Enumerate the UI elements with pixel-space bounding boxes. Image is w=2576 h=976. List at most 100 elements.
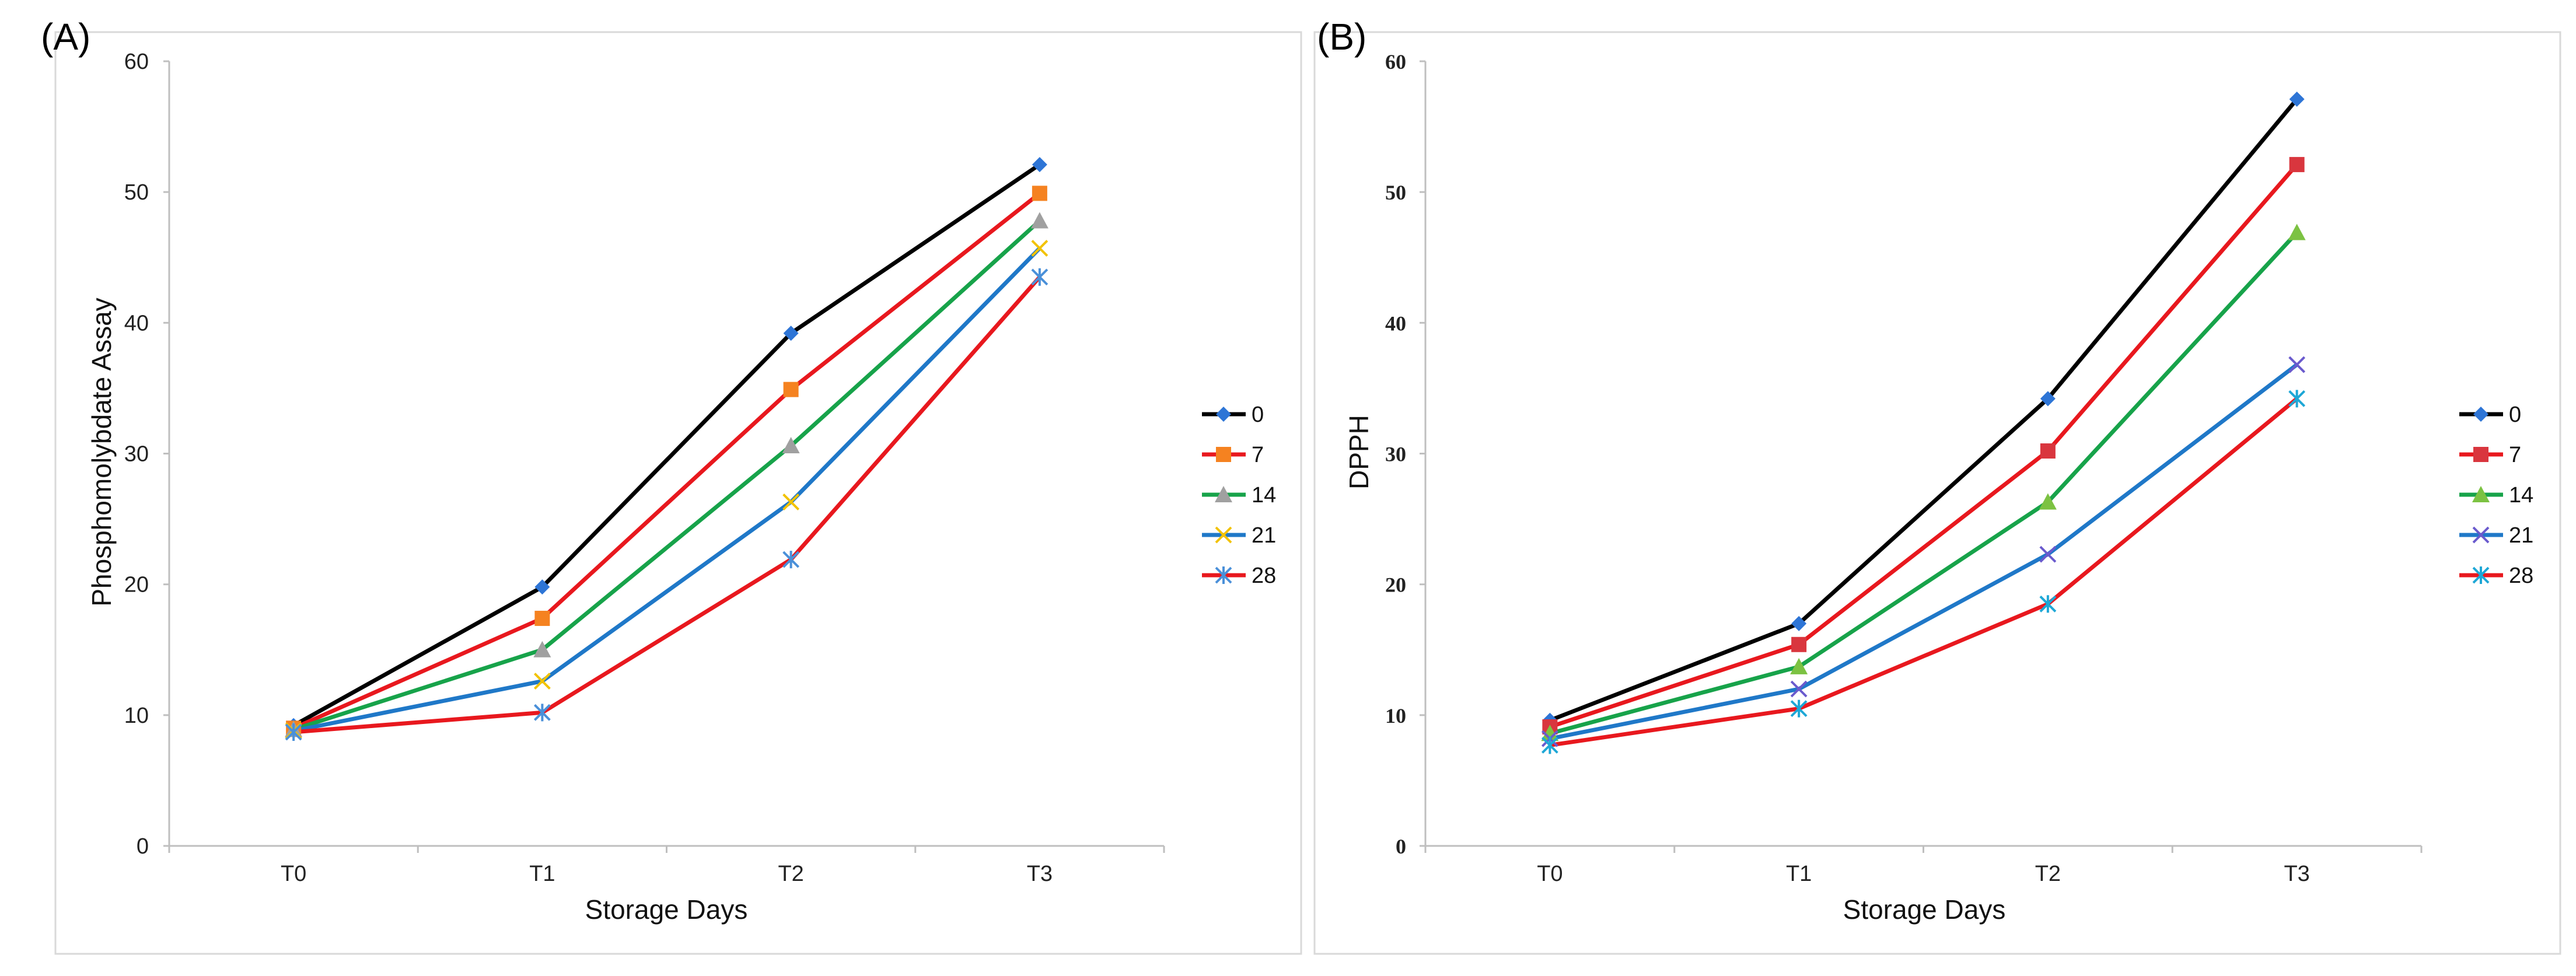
chart-b-series-line-7 xyxy=(1549,163,2299,729)
chart-b-point-21 xyxy=(2039,545,2057,563)
chart-a-y-tick-label: 50 xyxy=(124,180,149,205)
chart-a-xlabel: Storage Days xyxy=(585,894,748,925)
chart-b-y-tick-label: 30 xyxy=(1385,443,1406,466)
chart-b-point-21 xyxy=(1790,680,1808,698)
chart-a-series-line-14 xyxy=(293,219,1041,732)
panel-label-b: (B) xyxy=(1317,16,1366,58)
chart-a-y-tick-label: 10 xyxy=(124,704,149,728)
chart-b-point-21 xyxy=(2288,356,2306,373)
chart-b-legend-item-28: 28 xyxy=(2459,564,2533,588)
chart-a-markers xyxy=(285,157,1048,741)
chart-b-legend-marker xyxy=(2473,407,2488,422)
chart-b-lines xyxy=(1549,97,2299,747)
chart-a-axes: 0 10 20 30 40 50 60 T0 T1 T2 T3 xyxy=(124,50,1165,886)
chart-b-legend-item-14: 14 xyxy=(2459,483,2533,508)
chart-a-y-tick-label: 20 xyxy=(124,573,149,597)
chart-b-legend-item-7: 7 xyxy=(2459,443,2521,467)
chart-b-y-tick-label: 50 xyxy=(1385,181,1406,204)
chart-b-point-0 xyxy=(2289,92,2305,107)
chart-a-ylabel: Phosphomolybdate Assay xyxy=(86,298,117,606)
chart-b-markers xyxy=(1541,92,2306,754)
chart-a-legend-item-0: 0 xyxy=(1202,403,1264,427)
chart-a-legend: 0 7 14 21 28 xyxy=(1202,403,1276,588)
chart-b-frame xyxy=(1313,31,2561,955)
chart-b-legend-marker xyxy=(2473,447,2488,462)
chart-b-point-14 xyxy=(2039,493,2057,510)
chart-b-point-14 xyxy=(1790,657,1808,674)
chart-a-legend-label: 21 xyxy=(1252,523,1276,548)
chart-a-point-7 xyxy=(1032,186,1047,201)
chart-a-series-line-21 xyxy=(293,247,1041,733)
chart-b-legend-marker xyxy=(2472,566,2490,584)
chart-b-point-28 xyxy=(2288,390,2306,408)
chart-b-x-tick-label: T3 xyxy=(2284,862,2309,886)
chart-a-point-14 xyxy=(533,641,551,657)
chart-panel-a: (A) Phosphomolybdate Assay Storage Days … xyxy=(41,16,1302,955)
chart-b-y-tick-label: 20 xyxy=(1385,573,1406,597)
chart-panel-b: (B) DPPH Storage Days 0 10 20 30 40 50 60 T0 T1 T… xyxy=(1313,16,2561,955)
chart-a-legend-label: 7 xyxy=(1252,443,1264,467)
chart-a-x-tick-label: T0 xyxy=(281,862,306,886)
chart-b-y-tick-label: 60 xyxy=(1385,50,1406,74)
chart-b-point-0 xyxy=(2040,391,2056,407)
chart-b-series-line-14 xyxy=(1549,231,2299,736)
chart-a-point-21 xyxy=(1031,240,1048,257)
chart-a-point-28 xyxy=(1031,268,1048,286)
chart-a-point-0 xyxy=(783,326,799,341)
chart-b-legend: 0 7 14 21 28 xyxy=(2459,403,2533,588)
chart-a-legend-marker xyxy=(1216,447,1231,462)
panel-label-a: (A) xyxy=(41,16,90,58)
chart-a-point-7 xyxy=(534,610,550,626)
chart-a-point-28 xyxy=(533,704,551,722)
chart-b-x-tick-label: T2 xyxy=(2035,862,2061,886)
chart-b-series-line-21 xyxy=(1549,363,2298,741)
chart-b-point-7 xyxy=(2289,157,2305,173)
chart-b-legend-label: 0 xyxy=(2509,403,2521,427)
chart-b-point-14 xyxy=(2288,223,2306,240)
chart-a-legend-label: 0 xyxy=(1252,403,1264,427)
chart-b-point-7 xyxy=(2040,443,2056,459)
chart-b-xlabel: Storage Days xyxy=(1843,894,2006,925)
chart-b-point-0 xyxy=(1791,615,1807,631)
chart-b-point-28 xyxy=(1541,736,1558,754)
chart-b-point-14 xyxy=(1541,725,1559,741)
chart-b-point-7 xyxy=(1791,636,1807,652)
chart-a-point-21 xyxy=(533,673,551,690)
chart-b-legend-label: 14 xyxy=(2509,483,2533,508)
chart-a-series-line-0 xyxy=(292,163,1041,727)
chart-b-legend-marker xyxy=(2472,526,2490,544)
chart-b-point-28 xyxy=(1790,699,1808,718)
chart-b-legend-marker xyxy=(2472,486,2490,502)
chart-a-series-line-7 xyxy=(292,191,1041,730)
chart-b-axes: 0 10 20 30 40 50 60 T0 T1 T2 T3 xyxy=(1385,50,2423,886)
chart-a-lines xyxy=(292,163,1041,734)
chart-a-legend-marker xyxy=(1216,407,1231,422)
chart-b-y-tick-label: 0 xyxy=(1396,835,1406,858)
chart-a-y-tick-label: 30 xyxy=(124,442,149,467)
chart-a-point-28 xyxy=(285,723,302,741)
chart-b-ylabel: DPPH xyxy=(1344,415,1374,489)
chart-a-point-7 xyxy=(783,382,799,397)
chart-b-y-tick-label: 40 xyxy=(1385,312,1406,335)
chart-a-point-14 xyxy=(782,437,800,454)
chart-a-point-28 xyxy=(782,551,800,569)
chart-a-legend-label: 28 xyxy=(1252,564,1276,588)
chart-b-legend-item-21: 21 xyxy=(2459,523,2533,548)
chart-a-legend-marker xyxy=(1215,486,1232,502)
chart-b-series-line-0 xyxy=(1549,97,2299,723)
chart-b-point-28 xyxy=(2039,595,2057,613)
chart-b-legend-label: 21 xyxy=(2509,523,2533,548)
chart-a-legend-item-14: 14 xyxy=(1202,483,1276,508)
chart-a-y-tick-label: 40 xyxy=(124,311,149,335)
chart-b-legend-label: 28 xyxy=(2509,564,2533,588)
chart-a-legend-marker xyxy=(1215,526,1232,544)
chart-b-legend-item-0: 0 xyxy=(2459,403,2521,427)
chart-a-legend-marker xyxy=(1215,566,1232,584)
chart-a-legend-label: 14 xyxy=(1252,483,1276,508)
chart-b-series-line-28 xyxy=(1549,397,2298,747)
chart-a-point-0 xyxy=(1032,157,1047,173)
chart-b-legend-label: 7 xyxy=(2509,443,2521,467)
chart-a-legend-item-28: 28 xyxy=(1202,564,1276,588)
chart-a-point-0 xyxy=(534,579,550,595)
